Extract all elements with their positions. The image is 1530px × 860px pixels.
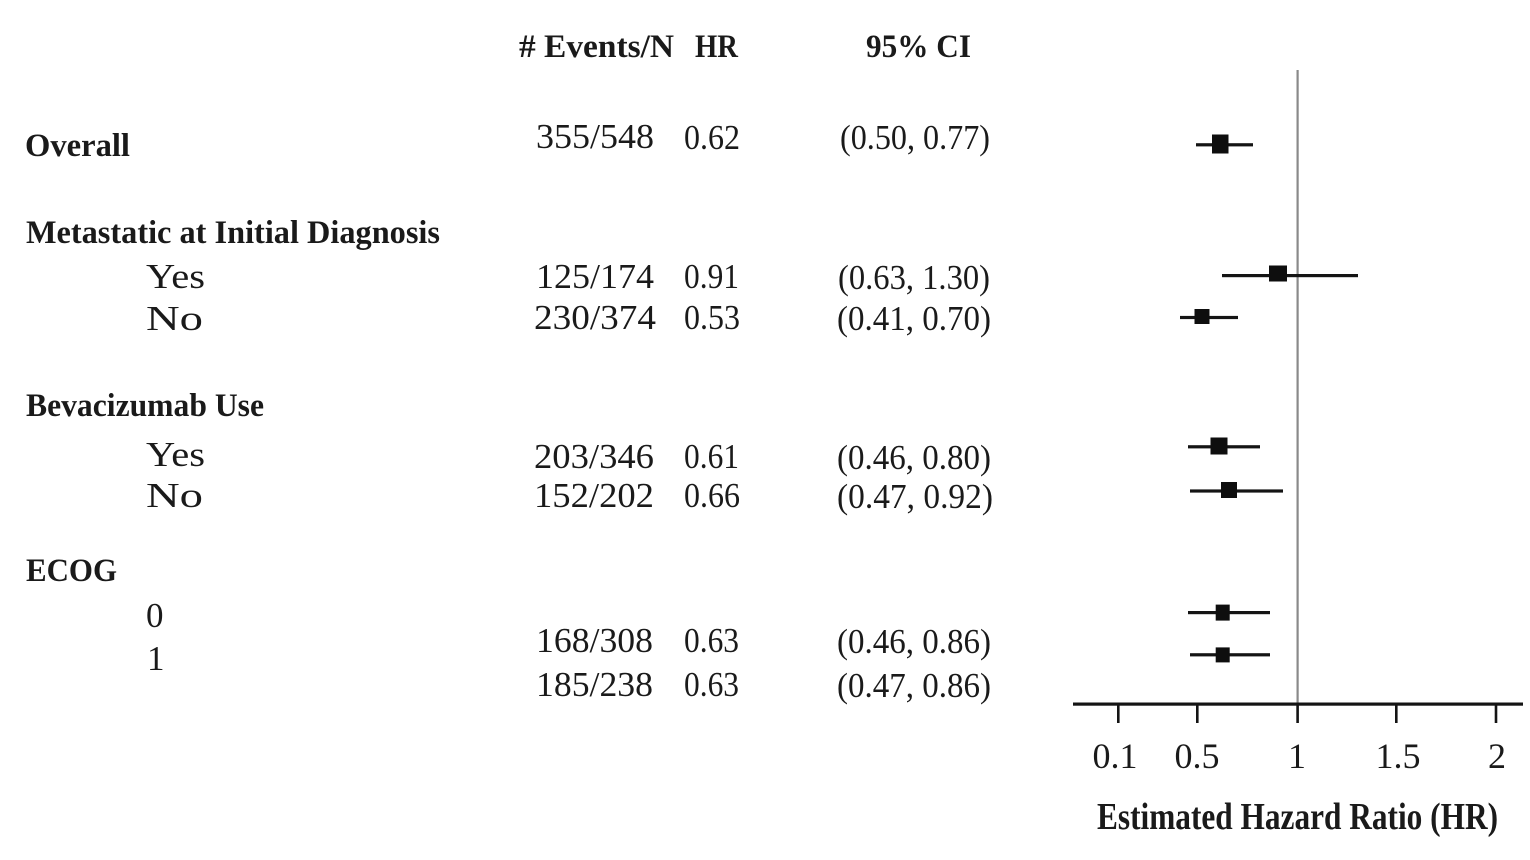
svg-text:0.63: 0.63	[684, 621, 739, 660]
svg-text:1: 1	[147, 639, 165, 678]
svg-text:95% CI: 95% CI	[866, 29, 971, 65]
svg-text:0.91: 0.91	[684, 257, 739, 296]
svg-text:125/174: 125/174	[536, 257, 654, 296]
svg-text:0.63: 0.63	[684, 665, 739, 704]
svg-text:Bevacizumab Use: Bevacizumab Use	[26, 388, 264, 424]
svg-text:(0.47, 0.92): (0.47, 0.92)	[837, 477, 993, 516]
svg-text:No: No	[146, 476, 203, 515]
svg-text:0.62: 0.62	[684, 118, 740, 157]
svg-text:No: No	[146, 299, 203, 338]
svg-text:0.53: 0.53	[684, 298, 740, 337]
svg-text:Overall: Overall	[25, 128, 130, 164]
svg-text:(0.46, 0.80): (0.46, 0.80)	[837, 438, 991, 477]
svg-text:0.1: 0.1	[1093, 736, 1138, 776]
svg-text:0: 0	[146, 596, 164, 635]
svg-text:0.5: 0.5	[1175, 736, 1220, 776]
svg-text:Metastatic at Initial Diagnosi: Metastatic at Initial Diagnosis	[26, 215, 440, 251]
svg-text:(0.47, 0.86): (0.47, 0.86)	[837, 666, 991, 705]
svg-text:Yes: Yes	[146, 435, 205, 474]
svg-text:HR: HR	[695, 29, 739, 65]
svg-text:# Events/N: # Events/N	[519, 29, 674, 65]
svg-text:0.66: 0.66	[684, 476, 740, 515]
svg-text:355/548: 355/548	[536, 117, 654, 156]
svg-text:185/238: 185/238	[536, 665, 653, 704]
svg-text:Yes: Yes	[146, 257, 205, 296]
svg-text:(0.63, 1.30): (0.63, 1.30)	[838, 258, 990, 297]
svg-text:(0.50, 0.77): (0.50, 0.77)	[840, 118, 990, 157]
svg-text:230/374: 230/374	[534, 298, 656, 337]
svg-text:2: 2	[1488, 736, 1506, 776]
svg-text:(0.41, 0.70): (0.41, 0.70)	[837, 299, 991, 338]
svg-text:Estimated Hazard Ratio (HR): Estimated Hazard Ratio (HR)	[1097, 796, 1498, 838]
svg-text:1: 1	[1288, 736, 1306, 776]
svg-text:152/202: 152/202	[534, 476, 654, 515]
svg-text:203/346: 203/346	[534, 437, 654, 476]
svg-text:(0.46, 0.86): (0.46, 0.86)	[837, 622, 991, 661]
svg-text:ECOG: ECOG	[26, 553, 117, 589]
svg-text:0.61: 0.61	[684, 437, 739, 476]
svg-text:1.5: 1.5	[1376, 736, 1421, 776]
svg-text:168/308: 168/308	[536, 621, 653, 660]
